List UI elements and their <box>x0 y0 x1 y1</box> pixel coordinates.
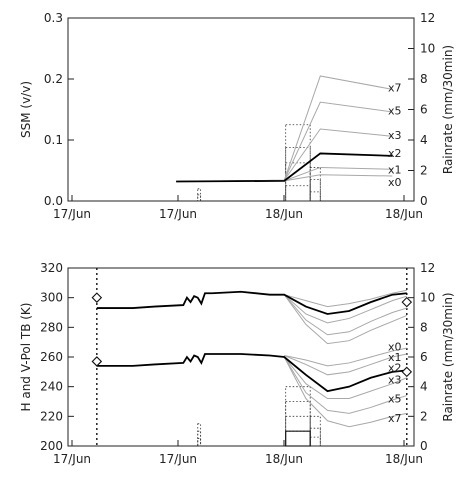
rain-bar <box>309 179 321 202</box>
series-tag: x5 <box>388 393 402 406</box>
y-right-tick-label: 10 <box>420 291 435 305</box>
series-line <box>284 347 407 367</box>
series-tag: x5 <box>388 105 402 118</box>
series-tag: x7 <box>388 412 402 425</box>
series-line <box>176 101 393 182</box>
rain-bar <box>285 124 311 202</box>
diamond-marker <box>91 356 103 367</box>
series-tag: x1 <box>388 163 402 176</box>
series-line <box>283 356 407 428</box>
rain-bar <box>309 415 321 447</box>
series-line <box>284 289 407 308</box>
y-right-tick-label: 2 <box>420 409 428 423</box>
y-right-tick-label: 4 <box>420 380 428 394</box>
series-tag: x1 <box>388 351 402 364</box>
y-axis-title: SSM (v/v) <box>19 81 33 138</box>
y-right-tick-label: 6 <box>420 103 428 117</box>
y-axis-title: H and V-Pol TB (K) <box>19 303 33 412</box>
y-right-axis-title: Rainrate (mm/30min) <box>441 292 455 421</box>
rain-bar <box>309 436 321 447</box>
y-tick-label: 0.3 <box>44 11 63 25</box>
rain-bar <box>285 401 311 447</box>
series-line <box>283 294 407 345</box>
y-right-tick-label: 12 <box>420 261 435 275</box>
series-tag: x3 <box>388 129 402 142</box>
y-right-tick-label: 12 <box>420 11 435 25</box>
x-tick-label: 18/Jun <box>385 452 423 466</box>
control-line <box>96 290 407 315</box>
y-tick-label: 0.0 <box>44 194 63 208</box>
x-tick-label: 17/Jun <box>159 452 197 466</box>
series-line <box>284 353 407 376</box>
y-right-tick-label: 8 <box>420 320 428 334</box>
series-tag: x0 <box>388 341 402 354</box>
diamond-marker <box>401 296 413 308</box>
y-tick-label: 240 <box>40 380 63 394</box>
y-tick-label: 300 <box>40 291 63 305</box>
rain-bar <box>309 167 321 202</box>
rain-bar <box>285 430 311 447</box>
plot-frame <box>67 17 415 202</box>
series-tag: x2 <box>388 147 402 160</box>
y-tick-label: 200 <box>40 439 63 453</box>
rain-bar <box>197 438 202 447</box>
y-tick-label: 0.2 <box>44 72 63 86</box>
y-tick-label: 220 <box>40 409 63 423</box>
y-right-tick-label: 10 <box>420 42 435 56</box>
y-tick-label: 260 <box>40 350 63 364</box>
series-tag: x0 <box>388 176 402 189</box>
y-right-tick-label: 4 <box>420 133 428 147</box>
rain-bar <box>285 147 311 202</box>
y-right-axis-title: Rainrate (mm/30min) <box>441 45 455 174</box>
y-tick-label: 320 <box>40 261 63 275</box>
series-line <box>283 356 407 414</box>
y-right-tick-label: 6 <box>420 350 428 364</box>
series-line <box>283 294 407 336</box>
series-line <box>283 356 407 400</box>
diamond-marker <box>91 292 103 303</box>
ssm-panel: 0.0 0.1 0.2 0.3 0 2 4 6 8 10 12 17/Jun 17/Jun 18/Jun 1… <box>19 11 455 221</box>
diamond-marker <box>401 366 413 378</box>
rain-bar <box>285 185 311 202</box>
x-tick-label: 17/Jun <box>159 207 197 221</box>
rain-bar <box>197 423 202 447</box>
x-tick-label: 18/Jun <box>265 207 303 221</box>
control-line <box>176 152 393 183</box>
x-tick-label: 18/Jun <box>385 207 423 221</box>
series-tag: x7 <box>388 82 402 95</box>
x-tick-label: 17/Jun <box>53 452 91 466</box>
brightness-temperature-panel: 200 220 240 260 280 300 320 0 2 4 6 8 10 12 17/Jun 17/J… <box>19 261 455 466</box>
plot-frame <box>67 267 415 447</box>
control-line <box>96 353 407 393</box>
series-line <box>176 75 393 182</box>
series-tag: x3 <box>388 373 402 386</box>
y-right-tick-label: 0 <box>420 439 428 453</box>
y-right-tick-label: 8 <box>420 72 428 86</box>
rain-bar <box>197 188 202 202</box>
series-tag: x2 <box>388 361 402 374</box>
x-tick-label: 17/Jun <box>53 207 91 221</box>
rain-bar <box>309 191 321 202</box>
rain-bar <box>309 427 321 447</box>
rain-bar-control <box>285 430 311 447</box>
y-right-tick-label: 0 <box>420 194 428 208</box>
series-line <box>283 294 407 324</box>
rain-bar <box>197 194 202 202</box>
y-tick-label: 280 <box>40 320 63 334</box>
x-tick-label: 18/Jun <box>265 452 303 466</box>
y-tick-label: 0.1 <box>44 133 63 147</box>
y-right-tick-label: 2 <box>420 164 428 178</box>
